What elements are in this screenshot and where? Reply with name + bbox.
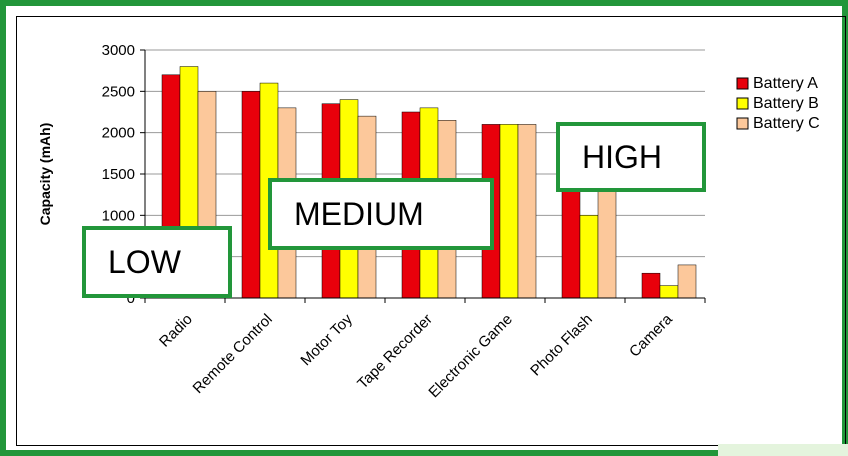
corner-accent (718, 444, 848, 456)
y-tick-label: 2000 (102, 125, 135, 142)
legend-label: Battery B (753, 95, 819, 112)
category-label: Motor Toy (297, 310, 356, 369)
chart-area (16, 16, 846, 446)
high-zone-label: HIGH (556, 122, 706, 192)
medium-zone-label: MEDIUM (268, 178, 494, 250)
legend-swatch (736, 117, 749, 130)
y-tick-label: 0 (127, 290, 135, 307)
category-label: Photo Flash (527, 311, 596, 380)
bar (517, 124, 537, 299)
y-axis-label: Capacity (mAh) (37, 123, 53, 226)
bar (597, 177, 617, 299)
bar (579, 215, 599, 299)
category-label: Radio (156, 311, 196, 351)
category-label: Tape Recorder (354, 311, 436, 393)
bar (499, 124, 519, 299)
legend-label: Battery A (753, 75, 818, 92)
y-tick-label: 2500 (102, 83, 135, 100)
y-tick-label: 3000 (102, 42, 135, 59)
bar (241, 91, 261, 299)
bar (641, 272, 661, 299)
low-zone-label: LOW (82, 226, 232, 298)
y-tick-label: 1500 (102, 166, 135, 183)
y-tick-label: 1000 (102, 207, 135, 224)
legend-swatch (736, 97, 749, 110)
legend-swatch (736, 77, 749, 90)
bar (659, 285, 679, 299)
legend-label: Battery C (753, 115, 820, 132)
category-label: Camera (626, 310, 676, 360)
category-label: Electronic Game (425, 311, 515, 401)
bar (677, 264, 697, 299)
category-label: Remote Control (190, 311, 276, 397)
